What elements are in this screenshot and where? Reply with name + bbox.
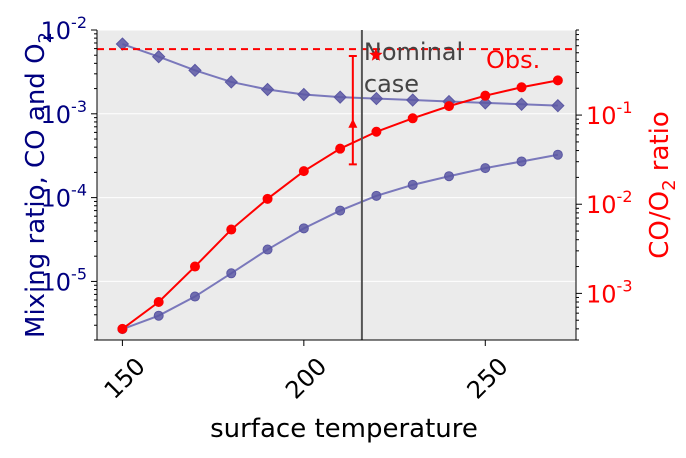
left-tick-label: 10-3: [41, 97, 88, 129]
series-2-point: [298, 166, 309, 177]
series-1-point: [516, 156, 527, 167]
series-0-point: [333, 90, 347, 104]
plot-area: [97, 30, 576, 340]
series-0-point: [369, 91, 384, 106]
series-1-point: [552, 149, 563, 160]
nominal-case-label-line1: Nominal: [364, 38, 463, 66]
series-1-point: [480, 163, 491, 174]
series-2-point: [371, 126, 382, 137]
series-2-point: [407, 113, 418, 124]
x-tick-label: 150: [99, 352, 151, 404]
errorbar-marker: [348, 118, 358, 128]
series-0-point: [260, 82, 275, 97]
series-1-point: [262, 244, 273, 255]
series-0-point: [151, 50, 166, 64]
nominal-case-label-line2: case: [364, 70, 419, 98]
series-0-point: [297, 87, 311, 102]
series-0-point: [551, 98, 565, 113]
observation-label: Obs.: [486, 46, 540, 74]
series-2-point: [516, 82, 527, 93]
series-2-point: [262, 193, 273, 204]
series-2-point: [480, 90, 491, 101]
series-0-point: [514, 97, 529, 111]
left-axis-label: Mixing ratio, CO and O2: [21, 32, 56, 338]
left-tick-label: 10-2: [41, 13, 88, 45]
right-tick-label: 10-1: [586, 98, 633, 130]
series-1-point: [189, 291, 200, 302]
left-tick-label: 10-5: [41, 264, 88, 296]
series-1-point: [371, 190, 382, 201]
series-1-point: [335, 205, 346, 216]
series-0-point: [478, 96, 492, 110]
right-tick-label: 10-2: [586, 187, 633, 219]
series-2-point: [443, 101, 454, 112]
series-1-point: [407, 179, 418, 190]
series-1-point: [298, 223, 309, 234]
observation-star-marker: [369, 48, 383, 61]
left-tick-label: 10-4: [41, 181, 88, 213]
series-1-point: [443, 171, 454, 182]
right-axis-label: CO/O2 ratio: [645, 111, 680, 259]
x-tick-label: 200: [280, 352, 332, 404]
x-axis-label: surface temperature: [210, 414, 478, 444]
series-1-point: [226, 268, 237, 279]
x-tick-label: 250: [462, 352, 514, 404]
series-2-point: [189, 261, 200, 272]
series-2-point: [552, 75, 563, 86]
series-1-point: [153, 310, 164, 321]
right-tick-label: 10-3: [586, 276, 633, 308]
series-2-point: [117, 323, 128, 334]
series-0-point: [224, 75, 238, 89]
series-2-point: [153, 297, 164, 308]
series-2-point: [226, 224, 237, 235]
series-2-point: [335, 143, 346, 154]
series-0-point: [405, 93, 420, 107]
series-0-point: [188, 63, 202, 78]
